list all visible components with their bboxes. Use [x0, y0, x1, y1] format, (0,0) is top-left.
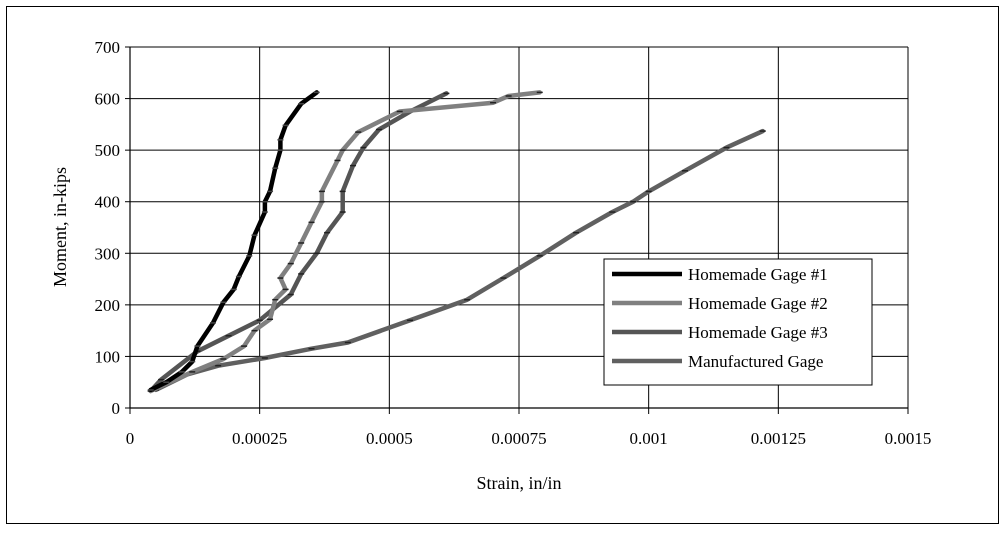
- legend-label: Homemade Gage #3: [688, 323, 828, 342]
- y-tick-label: 400: [95, 193, 121, 212]
- series-line-1: [148, 90, 319, 393]
- y-tick-label: 100: [95, 347, 121, 366]
- legend-label: Homemade Gage #2: [688, 294, 828, 313]
- x-axis-title: Strain, in/in: [477, 473, 562, 493]
- legend: Homemade Gage #1 Homemade Gage #2 Homemade…: [603, 258, 873, 386]
- x-tick-label: 0: [126, 429, 135, 448]
- y-tick-label: 600: [95, 90, 121, 109]
- y-tick-label: 300: [95, 244, 121, 263]
- x-tick-label: 0.0005: [366, 429, 413, 448]
- series-line-3: [148, 91, 449, 394]
- x-tick-label: 0.00075: [491, 429, 546, 448]
- x-tick-label: 0.00025: [232, 429, 287, 448]
- legend-label: Homemade Gage #1: [688, 265, 828, 284]
- legend-label: Manufactured Gage: [688, 352, 823, 371]
- ticks: 0 100 200 300 400 500 600 700 0 0.00025 0.0005 0.00…: [95, 38, 932, 448]
- x-tick-label: 0.00125: [751, 429, 806, 448]
- series-lines: [147, 90, 766, 394]
- y-tick-label: 700: [95, 38, 121, 57]
- y-tick-label: 200: [95, 296, 121, 315]
- y-tick-label: 0: [112, 399, 121, 418]
- legend-box: [603, 258, 873, 386]
- y-axis-title: Moment, in-kips: [50, 167, 70, 287]
- y-tick-label: 500: [95, 141, 121, 160]
- x-tick-label: 0.0015: [885, 429, 932, 448]
- x-tick-label: 0.001: [630, 429, 668, 448]
